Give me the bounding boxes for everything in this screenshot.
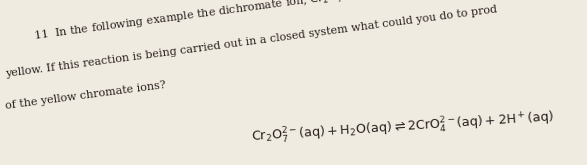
Text: of the yellow chromate ions?: of the yellow chromate ions?	[5, 80, 166, 111]
Text: $\mathrm{Cr_2O_7^{2-}(aq) + H_2O(aq) \rightleftharpoons 2CrO_4^{2-}(aq) + 2H^+(a: $\mathrm{Cr_2O_7^{2-}(aq) + H_2O(aq) \ri…	[251, 109, 555, 148]
Text: yellow. If this reaction is being carried out in a closed system what could you : yellow. If this reaction is being carrie…	[5, 5, 498, 79]
Text: 11  In the following example the dichromate ion, $\mathrm{Cr_2O_7^{2-}}$, is ora: 11 In the following example the dichroma…	[33, 0, 551, 46]
